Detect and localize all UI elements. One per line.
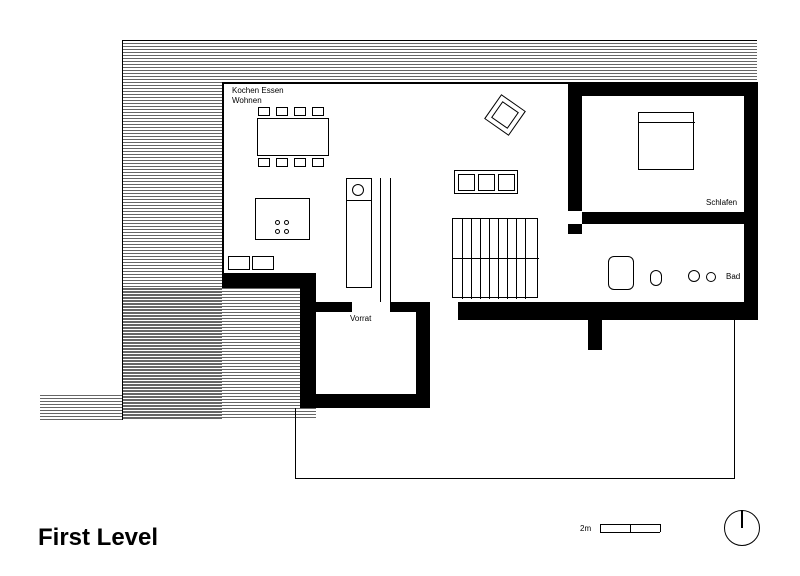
wall-mid-divider-2 xyxy=(390,178,391,302)
wall-bedroom-bottom xyxy=(582,212,744,224)
chair-top-3 xyxy=(294,107,306,116)
chair-top-4 xyxy=(312,107,324,116)
wall-vorrat-bottom xyxy=(300,394,430,408)
scale-bar-v3 xyxy=(660,524,661,532)
bathtub xyxy=(608,256,634,290)
wall-bedroom-right xyxy=(744,82,758,320)
ext-left xyxy=(295,408,296,478)
wall-vorrat-top-left xyxy=(316,302,352,312)
counter-2 xyxy=(252,256,274,270)
scale-bar-bot xyxy=(600,532,660,533)
wall-south-center xyxy=(458,302,588,320)
wall-south-right xyxy=(588,302,758,320)
label-bad: Bad xyxy=(726,272,740,281)
sofa xyxy=(454,170,518,194)
wall-top-thin xyxy=(222,82,570,84)
dining-table xyxy=(257,118,329,156)
hatch-top xyxy=(122,40,757,82)
label-wohnen: Wohnen xyxy=(232,96,262,105)
wall-bedroom-left-upper xyxy=(568,96,582,211)
wall-left-thin xyxy=(222,82,224,288)
toilet xyxy=(650,270,662,286)
cooktop xyxy=(273,218,291,236)
chair-top-2 xyxy=(276,107,288,116)
wall-south-stub-down xyxy=(588,320,602,350)
wall-vorrat-top-right xyxy=(390,302,430,312)
chair-top-1 xyxy=(258,107,270,116)
scale-bar-v1 xyxy=(600,524,601,532)
chair-bot-3 xyxy=(294,158,306,167)
sink-1 xyxy=(688,270,700,282)
hatch-bottom-left xyxy=(122,288,316,420)
wall-mid-divider xyxy=(380,178,381,302)
north-tick xyxy=(741,510,743,528)
sink-2 xyxy=(706,272,716,282)
wall-bedroom-left-stub xyxy=(568,224,582,234)
stairs xyxy=(452,218,538,298)
ext-right xyxy=(734,320,735,478)
label-kochen-essen: Kochen Essen xyxy=(232,86,284,95)
chair-bot-2 xyxy=(276,158,288,167)
hatch-border-top xyxy=(122,40,757,41)
ext-bottom xyxy=(295,478,735,479)
wall-lower-left-vert xyxy=(300,288,316,408)
floor-plan: Kochen Essen Wohnen Vorrat Schlafen Bad … xyxy=(0,0,800,576)
label-schlafen: Schlafen xyxy=(706,198,737,207)
scale-bar-v2 xyxy=(630,524,631,532)
chair-bot-1 xyxy=(258,158,270,167)
counter-1 xyxy=(228,256,250,270)
label-vorrat: Vorrat xyxy=(350,314,371,323)
bed xyxy=(638,112,694,170)
hatch-left-stub xyxy=(40,395,122,420)
chair-bot-4 xyxy=(312,158,324,167)
wall-vorrat-right xyxy=(416,302,430,408)
plan-title: First Level xyxy=(38,524,158,552)
pillar-circle xyxy=(352,184,364,196)
wall-lower-left-top xyxy=(222,273,316,288)
wall-bedroom-top xyxy=(568,82,758,96)
pillar-divider xyxy=(346,200,372,201)
scale-label: 2m xyxy=(580,524,591,533)
hatch-border-left xyxy=(122,40,123,420)
